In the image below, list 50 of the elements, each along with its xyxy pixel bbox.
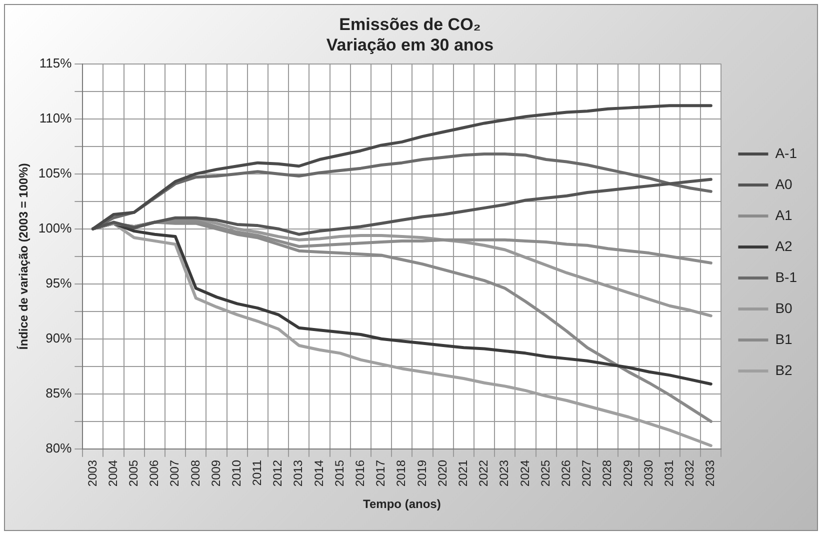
x-tick-label: 2006 bbox=[147, 460, 162, 487]
x-tick-label: 2014 bbox=[312, 460, 326, 487]
y-axis-title: Índice de variação (2003 = 100%) bbox=[16, 163, 31, 350]
legend-label: B1 bbox=[775, 330, 793, 347]
x-tick-label: 2017 bbox=[374, 460, 388, 487]
x-tick-label: 2028 bbox=[600, 460, 614, 487]
x-tick-label: 2033 bbox=[703, 460, 718, 487]
x-tick-label: 2016 bbox=[353, 460, 368, 487]
legend-label: B2 bbox=[775, 362, 793, 378]
x-tick-label: 2009 bbox=[208, 460, 223, 487]
x-tick-label: 2011 bbox=[250, 460, 264, 486]
legend-label: A1 bbox=[775, 206, 793, 223]
x-tick-label: 2026 bbox=[559, 460, 574, 487]
y-tick-label: 80% bbox=[46, 440, 72, 456]
x-tick-label: 2031 bbox=[662, 460, 676, 487]
x-tick-label: 2032 bbox=[682, 460, 697, 487]
x-tick-label: 2030 bbox=[641, 460, 656, 487]
x-tick-label: 2015 bbox=[332, 460, 346, 487]
x-tick-label: 2005 bbox=[126, 460, 140, 487]
x-tick-label: 2003 bbox=[85, 460, 100, 487]
x-tick-label: 2024 bbox=[518, 460, 532, 487]
y-tick-label: 90% bbox=[46, 330, 72, 346]
legend-label: B-1 bbox=[775, 268, 798, 285]
x-tick-label: 2013 bbox=[291, 460, 306, 487]
y-tick-label: 100% bbox=[38, 220, 72, 236]
x-tick-label: 2020 bbox=[435, 460, 450, 487]
legend-label: B0 bbox=[775, 300, 793, 316]
x-tick-label: 2023 bbox=[497, 460, 512, 487]
x-tick-label: 2029 bbox=[620, 460, 635, 487]
x-tick-label: 2027 bbox=[580, 460, 594, 487]
x-tick-label: 2008 bbox=[188, 460, 202, 487]
x-tick-label: 2025 bbox=[538, 460, 552, 487]
x-tick-label: 2004 bbox=[106, 460, 120, 487]
y-tick-label: 95% bbox=[46, 275, 72, 290]
legend-label: A-1 bbox=[775, 144, 798, 161]
legend-label: A0 bbox=[775, 176, 793, 192]
x-tick-label: 2022 bbox=[476, 460, 491, 487]
x-tick-label: 2012 bbox=[270, 460, 285, 487]
x-tick-label: 2019 bbox=[414, 460, 429, 487]
x-tick-label: 2021 bbox=[456, 460, 470, 487]
legend-label: A2 bbox=[775, 238, 793, 254]
y-tick-label: 105% bbox=[38, 165, 72, 180]
x-axis-title: Tempo (anos) bbox=[363, 497, 441, 512]
chart-title: Emissões de CO₂ Variação em 30 anos bbox=[326, 14, 494, 54]
y-tick-label: 85% bbox=[46, 385, 72, 400]
x-tick-label: 2007 bbox=[168, 460, 182, 487]
x-tick-label: 2018 bbox=[394, 460, 408, 487]
y-tick-label: 115% bbox=[39, 55, 72, 70]
x-tick-label: 2010 bbox=[229, 460, 244, 487]
y-tick-label: 110% bbox=[39, 110, 72, 126]
